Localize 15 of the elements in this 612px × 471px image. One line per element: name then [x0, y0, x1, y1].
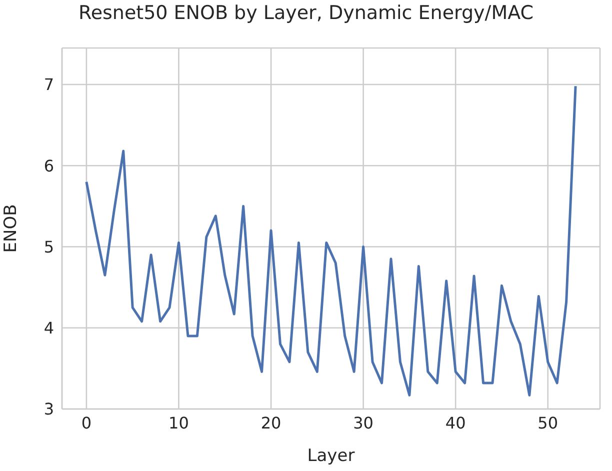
x-tick-label: 10: [168, 413, 189, 432]
y-tick-label: 7: [44, 75, 54, 94]
y-tick-label: 4: [44, 318, 54, 338]
y-tick-label: 3: [44, 400, 54, 419]
x-tick-label: 50: [538, 413, 558, 432]
x-tick-label: 20: [260, 413, 282, 432]
chart-title: Resnet50 ENOB by Layer, Dynamic Energy/MAC: [77, 2, 535, 24]
x-axis-title: Layer: [307, 446, 355, 466]
x-tick-label: 0: [81, 413, 92, 432]
line-series: [85, 84, 577, 396]
y-tick-label: 6: [44, 156, 54, 176]
x-tick-label: 30: [353, 413, 374, 432]
y-tick-label: 5: [44, 237, 54, 256]
x-tick-label: 40: [445, 413, 466, 432]
y-axis-title: ENOB: [1, 204, 22, 253]
